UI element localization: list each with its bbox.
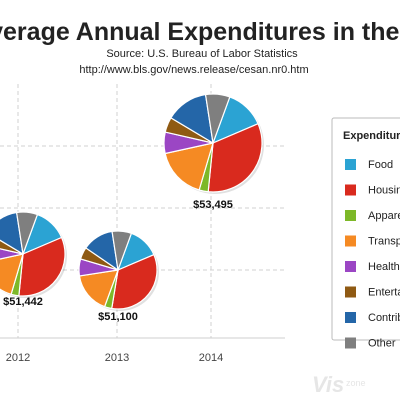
legend: Expenditures Food Housing Apparel Transport… bbox=[331, 117, 400, 350]
legend-label[interactable]: Entertainment bbox=[368, 287, 400, 299]
total-label: $51,442 bbox=[3, 296, 43, 308]
pie-slice-transportation[interactable] bbox=[78, 269, 119, 308]
pie-2012 bbox=[0, 211, 67, 298]
pie-slice-transportation[interactable] bbox=[0, 253, 24, 296]
legend-swatch bbox=[345, 312, 356, 323]
legend-label[interactable]: Food bbox=[368, 159, 393, 171]
legend-label[interactable]: Transportation bbox=[368, 236, 400, 248]
watermark-subtext: zone bbox=[346, 378, 366, 388]
total-label: $53,495 bbox=[193, 199, 233, 211]
legend-label[interactable]: Apparel bbox=[368, 210, 400, 222]
watermark-text: Vis bbox=[312, 372, 344, 397]
watermark: Vis zone bbox=[312, 372, 366, 397]
legend-swatch bbox=[345, 159, 356, 170]
chart-source-url: http://www.bls.gov/news.release/cesan.nr… bbox=[79, 64, 308, 76]
pie-slice-housing[interactable] bbox=[207, 122, 263, 193]
pies bbox=[0, 93, 264, 311]
legend-swatch bbox=[345, 184, 356, 196]
legend-label[interactable]: Contributions bbox=[368, 312, 400, 324]
legend-label[interactable]: Housing bbox=[368, 185, 400, 197]
pie-slice-healthcare[interactable] bbox=[0, 245, 24, 263]
pie-slice-housing[interactable] bbox=[18, 236, 66, 297]
x-tick-label: 2012 bbox=[6, 352, 30, 364]
legend-swatch bbox=[345, 235, 356, 247]
pie-slice-housing[interactable] bbox=[111, 253, 158, 310]
x-tick-label: 2013 bbox=[105, 352, 129, 364]
chart-source: Source: U.S. Bureau of Labor Statistics bbox=[106, 48, 298, 60]
pie-slice-other[interactable] bbox=[204, 93, 231, 144]
pie-slice-transportation[interactable] bbox=[164, 142, 214, 191]
legend-swatch bbox=[345, 261, 356, 272]
legend-box bbox=[331, 117, 400, 341]
legend-title: Expenditures bbox=[343, 130, 400, 142]
x-tick-label: 2014 bbox=[199, 352, 223, 364]
total-label: $51,100 bbox=[98, 311, 138, 323]
legend-items: Food Housing Apparel Transportation Healthca… bbox=[345, 159, 400, 350]
legend-label[interactable]: Healthcare bbox=[368, 261, 400, 273]
legend-swatch bbox=[345, 210, 356, 221]
pie-2013 bbox=[78, 230, 159, 311]
pie-2014 bbox=[163, 93, 264, 194]
legend-label[interactable]: Other bbox=[368, 338, 396, 350]
legend-swatch bbox=[345, 337, 356, 349]
pie-slice-other[interactable] bbox=[15, 211, 39, 255]
pie-slice-other[interactable] bbox=[111, 230, 133, 271]
legend-swatch bbox=[345, 286, 356, 298]
chart-title: Average Annual Expenditures in the U.S. bbox=[0, 18, 400, 46]
